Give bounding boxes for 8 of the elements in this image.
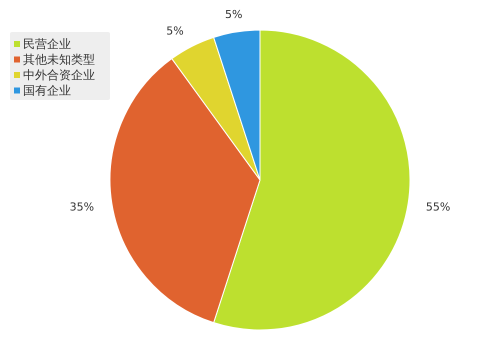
legend-label: 民营企业	[23, 37, 71, 51]
legend-label: 中外合资企业	[23, 68, 95, 82]
data-label: 55%	[426, 200, 450, 214]
legend-label: 国有企业	[23, 84, 71, 98]
data-label: 35%	[70, 200, 94, 214]
data-label: 5%	[224, 8, 242, 22]
data-label: 5%	[166, 24, 184, 38]
legend-label: 其他未知类型	[23, 52, 95, 66]
